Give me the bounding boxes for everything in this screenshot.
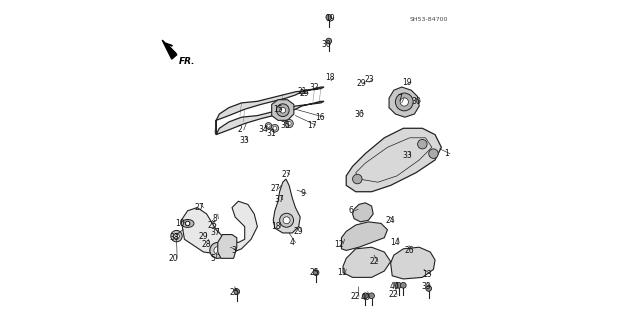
Polygon shape — [162, 40, 177, 59]
Text: 10: 10 — [175, 219, 184, 228]
Circle shape — [362, 293, 368, 299]
Text: 40: 40 — [361, 293, 370, 302]
Text: 29: 29 — [198, 232, 208, 241]
Circle shape — [276, 104, 289, 116]
Circle shape — [265, 123, 272, 129]
Text: 20: 20 — [169, 254, 178, 263]
Polygon shape — [272, 100, 294, 120]
Text: 28: 28 — [201, 240, 211, 249]
Text: 27: 27 — [281, 170, 291, 179]
Text: 6: 6 — [348, 206, 353, 215]
Text: 29: 29 — [299, 89, 309, 98]
Circle shape — [283, 217, 290, 224]
Text: 5: 5 — [210, 254, 214, 263]
Text: 9: 9 — [300, 189, 305, 198]
Circle shape — [426, 286, 431, 291]
Text: 24: 24 — [385, 216, 395, 225]
Circle shape — [174, 233, 179, 239]
Text: 19: 19 — [325, 14, 335, 23]
Ellipse shape — [181, 220, 194, 228]
Text: SH53-84700: SH53-84700 — [409, 17, 448, 22]
Circle shape — [287, 122, 291, 125]
Text: 18: 18 — [325, 73, 335, 82]
Text: 33: 33 — [239, 136, 249, 146]
Polygon shape — [218, 235, 237, 258]
Text: 39: 39 — [421, 282, 431, 292]
Circle shape — [280, 213, 294, 227]
Circle shape — [210, 243, 226, 258]
Text: 30: 30 — [321, 40, 331, 49]
Text: 27: 27 — [195, 203, 204, 212]
Text: 34: 34 — [259, 125, 268, 134]
Text: 3: 3 — [231, 246, 236, 255]
Circle shape — [400, 98, 408, 106]
Circle shape — [267, 124, 270, 127]
Circle shape — [234, 289, 240, 294]
Text: 22: 22 — [350, 292, 360, 301]
Text: 22: 22 — [369, 257, 379, 266]
Circle shape — [429, 149, 438, 158]
Text: 33: 33 — [403, 151, 412, 160]
Text: FR.: FR. — [179, 57, 195, 66]
Text: 11: 11 — [337, 268, 346, 277]
Circle shape — [186, 221, 190, 226]
Text: 37: 37 — [274, 195, 284, 204]
Polygon shape — [391, 247, 435, 279]
Text: 35: 35 — [281, 121, 290, 130]
Circle shape — [280, 107, 286, 113]
Text: 13: 13 — [422, 270, 432, 279]
Text: 30: 30 — [412, 97, 421, 106]
Circle shape — [326, 14, 331, 20]
Circle shape — [171, 230, 182, 242]
Text: 31: 31 — [266, 129, 276, 138]
Text: 19: 19 — [403, 78, 412, 87]
Circle shape — [401, 283, 406, 288]
Text: 7: 7 — [398, 94, 403, 103]
Polygon shape — [342, 222, 387, 251]
Text: 12: 12 — [335, 240, 344, 249]
Text: 4: 4 — [289, 238, 294, 247]
Circle shape — [353, 174, 362, 184]
Text: 2: 2 — [238, 125, 242, 134]
Circle shape — [313, 270, 319, 276]
Text: 37: 37 — [211, 228, 220, 237]
Text: 32: 32 — [309, 83, 319, 92]
Text: 38: 38 — [169, 233, 179, 242]
Polygon shape — [273, 179, 300, 233]
Text: 23: 23 — [364, 75, 374, 84]
Text: 18: 18 — [272, 222, 281, 231]
Polygon shape — [343, 247, 391, 277]
Polygon shape — [353, 203, 373, 222]
Text: 26: 26 — [404, 246, 414, 255]
Circle shape — [396, 93, 413, 111]
Polygon shape — [389, 87, 419, 117]
Text: 27: 27 — [270, 184, 280, 193]
Circle shape — [214, 247, 221, 254]
Text: 1: 1 — [444, 149, 448, 158]
Text: 40: 40 — [389, 282, 399, 292]
Circle shape — [273, 126, 277, 130]
Circle shape — [285, 119, 293, 128]
Text: 25: 25 — [230, 288, 240, 297]
Circle shape — [271, 124, 279, 132]
Text: 29: 29 — [357, 79, 366, 88]
Text: 8: 8 — [212, 214, 217, 223]
Polygon shape — [346, 128, 442, 192]
Circle shape — [369, 293, 374, 299]
Text: 17: 17 — [307, 121, 317, 130]
Polygon shape — [181, 201, 257, 255]
Text: 25: 25 — [309, 268, 319, 277]
Text: 21: 21 — [298, 87, 307, 96]
Circle shape — [326, 38, 331, 44]
Text: 15: 15 — [273, 105, 283, 114]
Text: 25: 25 — [208, 220, 217, 229]
Text: 22: 22 — [389, 290, 398, 299]
Circle shape — [396, 283, 401, 288]
Text: 16: 16 — [315, 113, 325, 122]
Text: 14: 14 — [391, 238, 400, 247]
Text: 29: 29 — [293, 227, 303, 236]
Text: 36: 36 — [355, 109, 364, 118]
Circle shape — [418, 140, 427, 149]
Polygon shape — [216, 87, 324, 135]
